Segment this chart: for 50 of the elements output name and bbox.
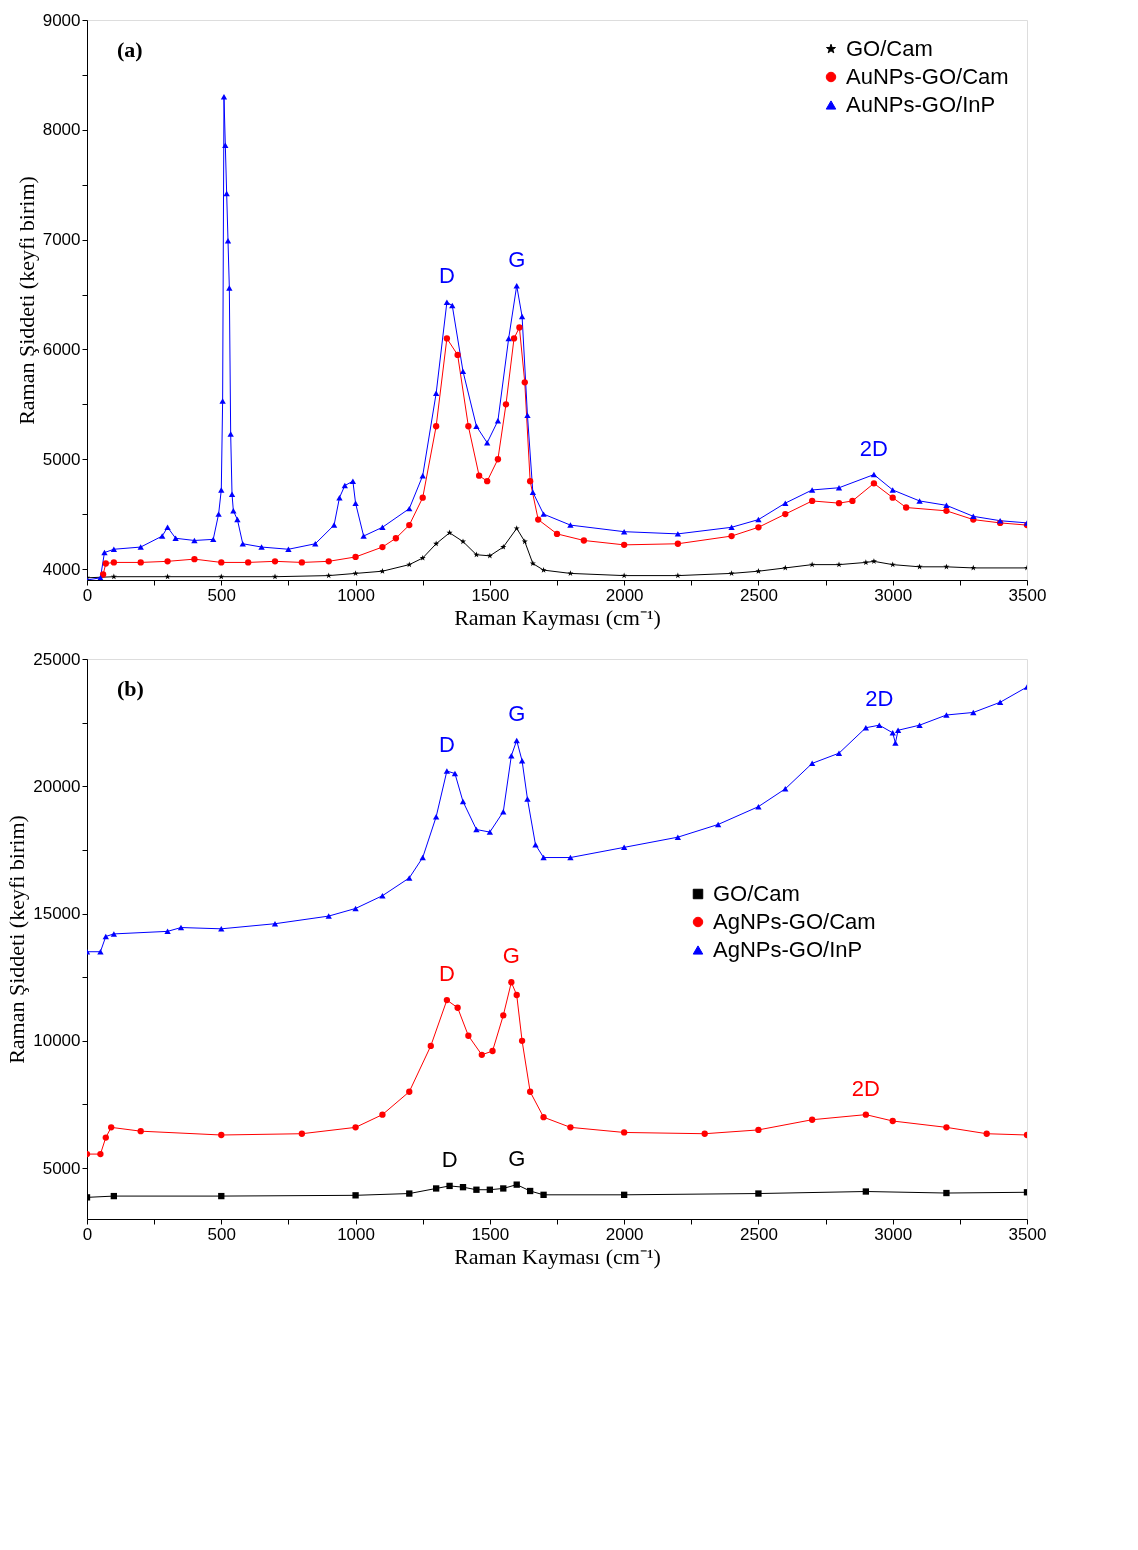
x-tick-label: 0: [82, 585, 93, 605]
y-axis-title: Raman Şiddeti (keyfi birim): [4, 815, 30, 1064]
annotation: G: [502, 943, 520, 969]
x-tick-label: 1000: [337, 585, 375, 605]
y-tick-label: 5000: [42, 449, 81, 469]
x-tick-label: 3000: [874, 1224, 913, 1244]
y-tick-label: 6000: [42, 339, 81, 359]
legend-label: AgNPs-GO/Cam: [713, 909, 876, 934]
x-tick-label: 2000: [605, 585, 644, 605]
y-axis-title: Raman Şiddeti (keyfi birim): [13, 176, 39, 425]
legend-label: AgNPs-GO/InP: [713, 937, 863, 962]
y-tick-label: 5000: [42, 1158, 81, 1178]
y-tick-label: 15000: [33, 904, 81, 924]
annotation: 2D: [859, 435, 888, 461]
annotation: D: [438, 263, 455, 289]
annotation: D: [438, 732, 455, 757]
annotation: G: [508, 246, 526, 272]
y-tick-label: 4000: [42, 559, 81, 579]
x-tick-label: 0: [82, 1224, 93, 1244]
annotation: (a): [117, 37, 143, 62]
x-tick-label: 500: [207, 1224, 236, 1244]
x-tick-label: 2000: [605, 1224, 644, 1244]
y-tick-label: 7000: [42, 230, 81, 250]
x-axis-title: Raman Kayması (cm⁻¹): [454, 1243, 661, 1269]
x-tick-label: 1500: [471, 585, 510, 605]
annotation: G: [508, 701, 526, 727]
annotation: D: [441, 1146, 458, 1172]
y-tick-label: 20000: [33, 776, 81, 796]
annotation: G: [508, 1145, 526, 1171]
x-axis-title: Raman Kayması (cm⁻¹): [454, 604, 661, 630]
x-tick-label: 3500: [1008, 1224, 1047, 1244]
x-tick-label: 3500: [1008, 585, 1047, 605]
y-tick-label: 8000: [42, 120, 81, 140]
y-tick-label: 25000: [33, 649, 81, 669]
x-tick-label: 2500: [740, 585, 778, 605]
y-tick-label: 9000: [42, 10, 81, 30]
annotation: D: [438, 961, 455, 987]
x-tick-label: 2500: [740, 1224, 778, 1244]
annotation: (b): [117, 676, 144, 701]
legend-label: GO/Cam: [713, 881, 800, 906]
annotation: 2D: [865, 686, 894, 712]
x-tick-label: 3000: [874, 585, 913, 605]
x-tick-label: 1000: [337, 1224, 375, 1244]
legend-label: AuNPs-GO/InP: [846, 92, 996, 117]
legend-label: AuNPs-GO/Cam: [846, 64, 1009, 89]
legend-label: GO/Cam: [846, 36, 933, 61]
x-tick-label: 500: [207, 585, 236, 605]
x-tick-label: 1500: [471, 1224, 510, 1244]
y-tick-label: 10000: [33, 1031, 81, 1051]
annotation: 2D: [851, 1075, 880, 1101]
